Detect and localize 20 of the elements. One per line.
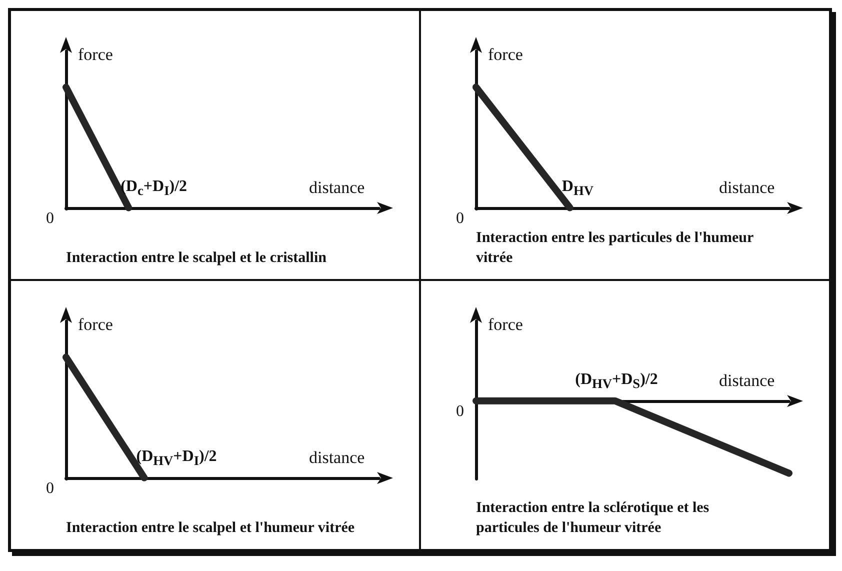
annotation: D$_{HV}$ [562,178,594,199]
text: Interaction entre le scalpel et l'humeur vitrée [66,520,355,536]
text: 0 [456,210,464,228]
y-axis-title: force [78,315,113,334]
y-axis-title: force [488,315,523,334]
x-axis-title: distance [309,448,365,468]
annotation: (D$_{HV}$+D$_{I}$)/2 [136,448,217,469]
y-axis-title: force [488,45,523,64]
text: 0 [46,210,54,228]
x-axis-title: distance [309,178,365,198]
annotation: (D$_{c}$+D$_{I}$)/2 [120,178,188,199]
text: 0 [456,402,464,421]
text: Interaction entre les particules de l'humeur vitrée [476,230,758,266]
text: 0 [46,480,54,498]
text: Interaction entre le scalpel et le cristallin [66,250,328,266]
text: Interaction entre la sclérotique et les particules de l'humeur vitrée [476,500,713,536]
x-axis-title: distance [719,178,775,198]
y-axis-title: force [78,45,113,64]
text: (D$_{HV}$+D$_{S}$)/2 [575,370,658,392]
x-axis-title: distance [719,370,775,391]
